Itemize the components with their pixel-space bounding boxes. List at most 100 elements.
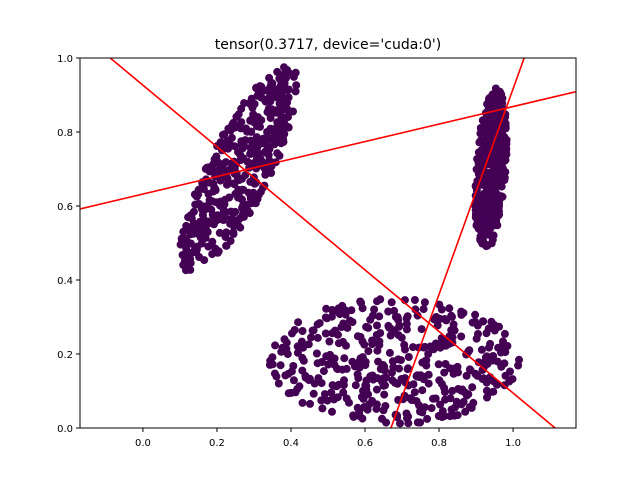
scatter-point-cluster-3: [289, 376, 298, 385]
scatter-point-cluster-3: [435, 376, 444, 385]
scatter-point-cluster-1: [249, 149, 257, 158]
scatter-point-cluster-1: [291, 68, 300, 77]
scatter-point-cluster-1: [291, 87, 300, 96]
scatter-point-cluster-3: [313, 359, 322, 368]
scatter-point-cluster-3: [328, 356, 337, 365]
scatter-point-cluster-3: [373, 321, 381, 330]
scatter-point-cluster-3: [309, 389, 318, 398]
scatter-point-cluster-3: [327, 388, 336, 397]
scatter-point-cluster-3: [359, 386, 367, 395]
scatter-point-cluster-1: [237, 104, 246, 113]
scatter-point-cluster-2: [495, 196, 504, 205]
scatter-point-cluster-3: [404, 353, 413, 361]
scatter-point-cluster-3: [298, 327, 307, 335]
scatter-point-cluster-3: [345, 316, 354, 325]
scatter-point-cluster-3: [457, 307, 466, 316]
scatter-point-cluster-3: [423, 414, 432, 423]
scatter-point-cluster-3: [453, 362, 462, 371]
scatter-point-cluster-3: [424, 370, 433, 379]
scatter-point-cluster-3: [301, 373, 310, 382]
scatter-point-cluster-1: [182, 244, 191, 253]
scatter-point-cluster-3: [493, 380, 501, 389]
scatter-point-cluster-3: [318, 404, 327, 413]
scatter-point-cluster-3: [488, 356, 497, 365]
scatter-point-cluster-1: [261, 170, 270, 179]
scatter-point-cluster-3: [440, 388, 449, 397]
scatter-point-cluster-1: [229, 230, 238, 238]
scatter-point-cluster-3: [384, 321, 393, 330]
scatter-point-cluster-2: [481, 189, 490, 198]
scatter-point-cluster-1: [262, 141, 271, 149]
scatter-point-cluster-1: [205, 178, 214, 187]
boundary-lines: [80, 58, 576, 428]
scatter-point-cluster-2: [491, 84, 500, 93]
scatter-point-cluster-1: [186, 259, 195, 268]
scatter-point-cluster-3: [459, 397, 468, 406]
scatter-point-cluster-3: [469, 398, 478, 407]
scatter-point-cluster-2: [500, 176, 509, 184]
scatter-point-cluster-3: [276, 361, 285, 370]
scatter-point-cluster-3: [420, 298, 429, 307]
scatter-point-cluster-1: [234, 193, 242, 202]
scatter-point-cluster-1: [211, 185, 220, 194]
scatter-point-cluster-1: [238, 203, 247, 212]
scatter-point-cluster-3: [432, 313, 441, 321]
scatter-point-cluster-2: [490, 172, 498, 180]
scatter-point-cluster-3: [474, 358, 483, 367]
scatter-point-cluster-2: [489, 154, 498, 162]
scatter-point-cluster-3: [435, 300, 444, 309]
scatter-point-cluster-3: [422, 356, 431, 365]
scatter-point-cluster-3: [429, 345, 438, 354]
scatter-point-cluster-3: [478, 366, 487, 374]
scatter-point-cluster-3: [420, 403, 429, 412]
x-tick-label: 0.2: [209, 438, 225, 449]
scatter-point-cluster-1: [182, 221, 191, 230]
scatter-point-cluster-3: [506, 367, 514, 376]
scatter-point-cluster-3: [441, 360, 450, 368]
scatter-point-cluster-2: [473, 219, 482, 228]
scatter-point-cluster-3: [373, 374, 382, 383]
scatter-point-cluster-1: [193, 242, 202, 251]
scatter-point-cluster-3: [328, 329, 337, 338]
scatter-point-cluster-1: [215, 228, 224, 237]
scatter-point-cluster-3: [271, 341, 280, 350]
scatter-point-cluster-3: [314, 374, 323, 383]
scatter-point-cluster-3: [354, 374, 363, 383]
scatter-point-cluster-1: [249, 110, 258, 119]
scatter-point-cluster-1: [272, 134, 281, 142]
scatter-point-cluster-1: [238, 143, 247, 152]
scatter-point-cluster-3: [389, 363, 398, 372]
scatter-point-cluster-3: [282, 338, 291, 347]
scatter-point-cluster-1: [227, 215, 236, 223]
y-tick-label: 0.0: [57, 424, 73, 435]
scatter-point-cluster-3: [403, 365, 412, 374]
scatter-point-cluster-3: [339, 381, 348, 390]
scatter-point-cluster-3: [368, 340, 377, 349]
scatter-point-cluster-3: [447, 311, 456, 320]
scatter-point-cluster-3: [499, 337, 507, 346]
scatter-point-cluster-3: [306, 399, 314, 408]
scatter-point-cluster-1: [222, 241, 231, 250]
scatter-point-cluster-2: [488, 188, 497, 197]
scatter-point-cluster-3: [419, 305, 428, 314]
scatter-point-cluster-3: [284, 369, 293, 378]
scatter-point-cluster-3: [490, 326, 499, 335]
scatter-point-cluster-3: [401, 374, 409, 383]
scatter-point-cluster-2: [495, 207, 503, 216]
scatter-point-cluster-3: [308, 326, 317, 335]
scatter-point-cluster-2: [480, 210, 489, 218]
scatter-point-cluster-3: [391, 313, 400, 321]
x-tick-label: 1.0: [505, 438, 521, 449]
scatter-point-cluster-3: [375, 312, 384, 321]
scatter-point-cluster-3: [485, 343, 493, 352]
scatter-point-cluster-3: [304, 340, 313, 349]
boundary-line-2: [80, 90, 576, 210]
scatter-point-cluster-2: [480, 118, 488, 126]
scatter-point-cluster-3: [462, 371, 471, 380]
scatter-point-cluster-3: [307, 333, 315, 342]
scatter-point-cluster-3: [380, 390, 389, 399]
scatter-point-cluster-1: [199, 215, 208, 224]
scatter-point-cluster-3: [298, 398, 307, 407]
scatter-point-cluster-1: [225, 193, 234, 202]
scatter-point-cluster-3: [325, 337, 334, 346]
